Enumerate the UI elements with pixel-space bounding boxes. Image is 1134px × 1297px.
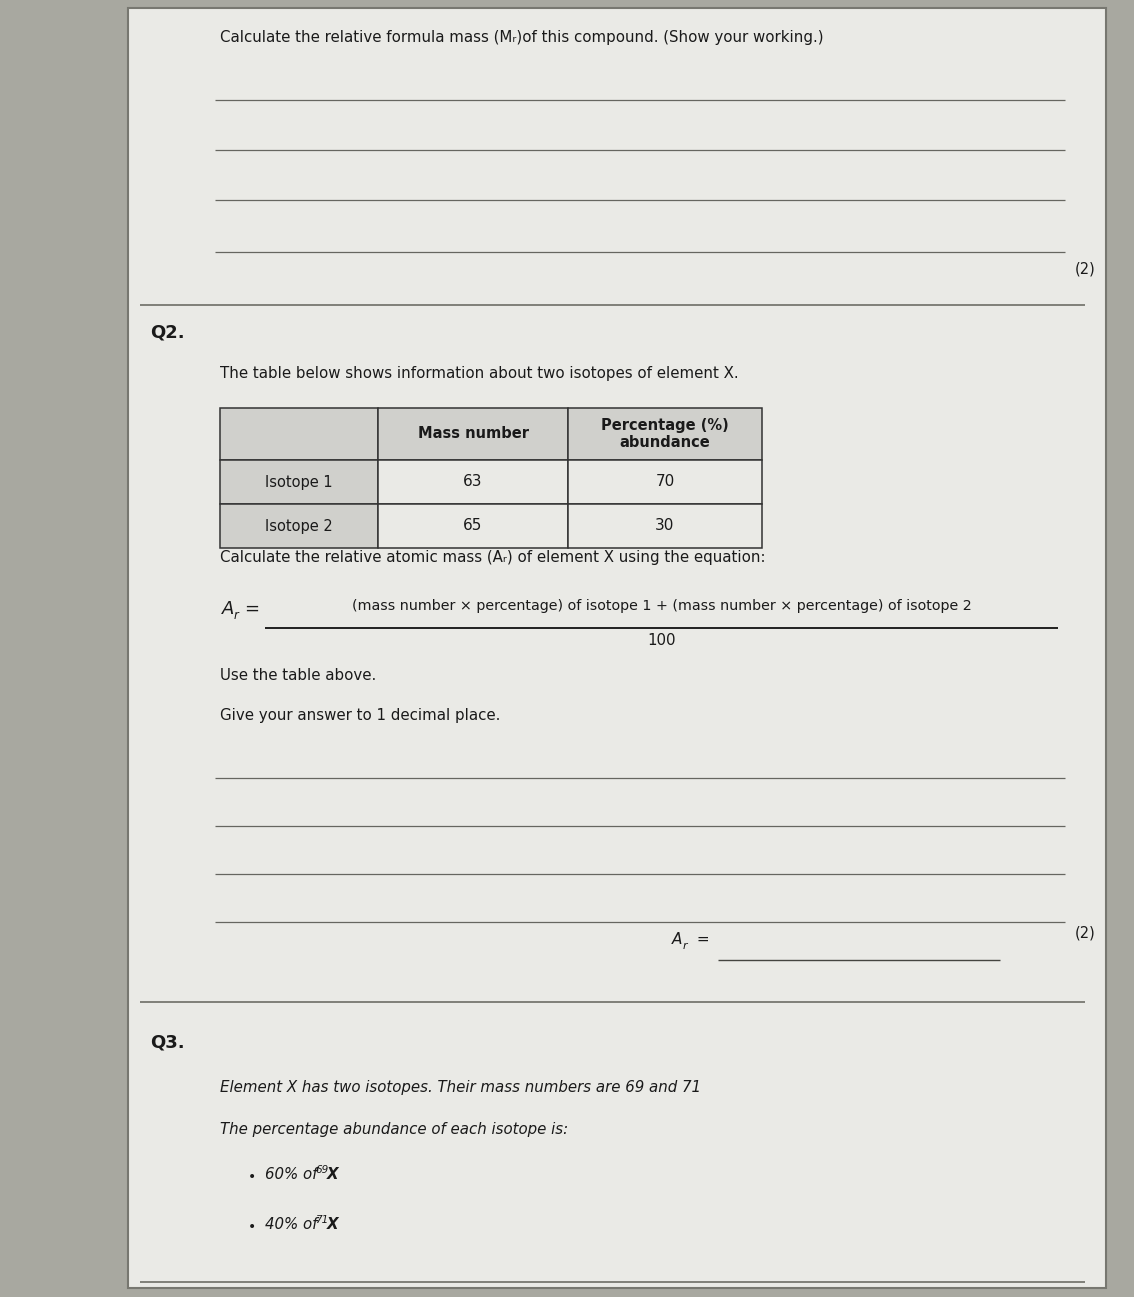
Text: 40% of: 40% of [265, 1217, 322, 1232]
Text: Isotope 1: Isotope 1 [265, 475, 332, 489]
Bar [220, 409, 378, 460]
Text: •: • [248, 1170, 256, 1184]
Bar [568, 409, 762, 460]
Text: A: A [672, 933, 683, 947]
Text: Give your answer to 1 decimal place.: Give your answer to 1 decimal place. [220, 708, 500, 722]
Text: A: A [222, 601, 235, 617]
Text: 100: 100 [648, 633, 676, 648]
Text: •: • [248, 1220, 256, 1233]
Text: 70: 70 [655, 475, 675, 489]
Text: =: = [244, 601, 259, 617]
Text: Q3.: Q3. [150, 1034, 185, 1052]
Text: r: r [234, 610, 239, 623]
Text: X: X [327, 1217, 339, 1232]
Text: (mass number × percentage) of isotope 1 + (mass number × percentage) of isotope : (mass number × percentage) of isotope 1 … [352, 599, 972, 613]
Text: =: = [692, 933, 710, 947]
Text: X: X [327, 1167, 339, 1182]
Text: The percentage abundance of each isotope is:: The percentage abundance of each isotope… [220, 1122, 568, 1137]
Text: Mass number: Mass number [417, 427, 528, 441]
Text: The table below shows information about two isotopes of element X.: The table below shows information about … [220, 366, 738, 381]
Text: Percentage (%)
abundance: Percentage (%) abundance [601, 418, 729, 450]
Text: Calculate the relative atomic mass (Aᵣ) of element X using the equation:: Calculate the relative atomic mass (Aᵣ) … [220, 550, 765, 565]
Text: r: r [683, 942, 687, 951]
Bar [568, 460, 762, 505]
Text: (2): (2) [1075, 926, 1095, 942]
Text: 63: 63 [464, 475, 483, 489]
Bar [378, 505, 568, 549]
Text: Isotope 2: Isotope 2 [265, 519, 333, 533]
Bar [128, 8, 1106, 1288]
Text: Use the table above.: Use the table above. [220, 668, 376, 684]
Text: (2): (2) [1075, 262, 1095, 278]
Bar [220, 505, 378, 549]
Bar [568, 505, 762, 549]
Bar [378, 460, 568, 505]
Text: 60% of: 60% of [265, 1167, 322, 1182]
Text: 30: 30 [655, 519, 675, 533]
Bar [220, 460, 378, 505]
Text: Element X has two isotopes. Their mass numbers are 69 and 71: Element X has two isotopes. Their mass n… [220, 1080, 701, 1095]
Text: Calculate the relative formula mass (Mᵣ)of this compound. (Show your working.): Calculate the relative formula mass (Mᵣ)… [220, 30, 823, 45]
Text: 65: 65 [464, 519, 483, 533]
Text: 71: 71 [315, 1215, 328, 1224]
Text: Q2.: Q2. [150, 324, 185, 342]
Bar [378, 409, 568, 460]
Text: 69: 69 [315, 1165, 328, 1175]
